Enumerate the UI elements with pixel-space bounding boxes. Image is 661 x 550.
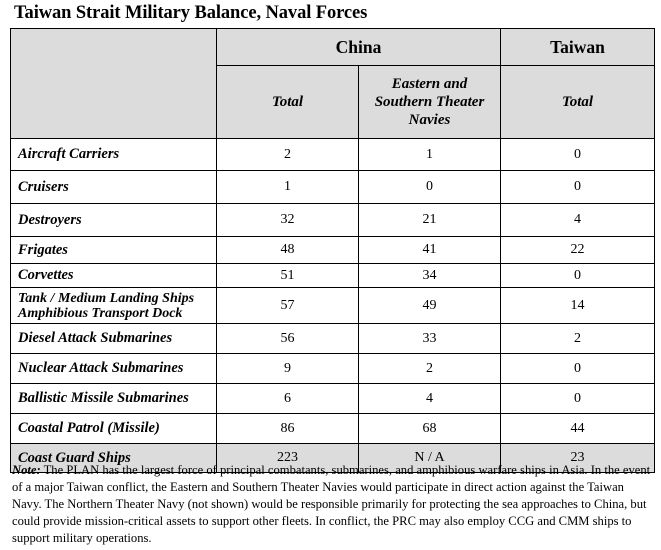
naval-balance-table: China Taiwan Total Eastern and Southern … <box>10 28 655 473</box>
cell-taiwan-total: 23 <box>500 443 655 473</box>
row-label: Diesel Attack Submarines <box>10 323 217 354</box>
cell-china-eastern-southern: 4 <box>358 383 501 414</box>
cell-china-total: 51 <box>216 263 359 288</box>
sub-header-line: Eastern and <box>391 76 468 92</box>
table-row: Coastal Patrol (Missile) 86 68 44 <box>10 413 655 444</box>
cell-china-eastern-southern: 34 <box>358 263 501 288</box>
row-label: Tank / Medium Landing Ships Amphibious T… <box>10 287 217 324</box>
row-label-line: Amphibious Transport Dock <box>18 305 183 321</box>
group-header-taiwan: Taiwan <box>500 28 655 66</box>
row-label: Destroyers <box>10 203 217 237</box>
cell-china-eastern-southern: 41 <box>358 236 501 264</box>
cell-china-total: 6 <box>216 383 359 414</box>
cell-china-eastern-southern: 1 <box>358 138 501 171</box>
sub-header-line: Southern Theater <box>374 94 485 110</box>
cell-taiwan-total: 22 <box>500 236 655 264</box>
table-row: Tank / Medium Landing Ships Amphibious T… <box>10 287 655 324</box>
table-title: Taiwan Strait Military Balance, Naval Fo… <box>14 3 368 23</box>
table-row: Ballistic Missile Submarines 6 4 0 <box>10 383 655 414</box>
table-row: Cruisers 1 0 0 <box>10 170 655 204</box>
cell-china-eastern-southern: 2 <box>358 353 501 384</box>
table-row: Diesel Attack Submarines 56 33 2 <box>10 323 655 354</box>
cell-taiwan-total: 0 <box>500 170 655 204</box>
table-row: Destroyers 32 21 4 <box>10 203 655 237</box>
sub-header-china-eastern-southern: Eastern and Southern Theater Navies <box>358 65 501 139</box>
cell-taiwan-total: 4 <box>500 203 655 237</box>
sub-header-line: Navies <box>408 112 451 128</box>
table-row: Frigates 48 41 22 <box>10 236 655 264</box>
row-label: Cruisers <box>10 170 217 204</box>
cell-china-total: 48 <box>216 236 359 264</box>
cell-china-eastern-southern: 21 <box>358 203 501 237</box>
table-row: Aircraft Carriers 2 1 0 <box>10 138 655 171</box>
header-corner-cell <box>10 28 217 139</box>
cell-taiwan-total: 0 <box>500 383 655 414</box>
cell-taiwan-total: 44 <box>500 413 655 444</box>
row-label: Corvettes <box>10 263 217 288</box>
cell-china-eastern-southern: 33 <box>358 323 501 354</box>
cell-china-eastern-southern: 0 <box>358 170 501 204</box>
sub-header-china-total: Total <box>216 65 359 139</box>
table-row: Corvettes 51 34 0 <box>10 263 655 288</box>
cell-taiwan-total: 0 <box>500 353 655 384</box>
table-row: Coast Guard Ships 223 N / A 23 <box>10 443 655 473</box>
row-label: Ballistic Missile Submarines <box>10 383 217 414</box>
table-note: Note: The PLAN has the largest force of … <box>12 462 654 547</box>
cell-china-eastern-southern: N / A <box>358 443 501 473</box>
note-text: The PLAN has the largest force of princi… <box>12 463 651 545</box>
cell-china-total: 56 <box>216 323 359 354</box>
cell-china-total: 32 <box>216 203 359 237</box>
cell-china-eastern-southern: 49 <box>358 287 501 324</box>
note-label: Note: <box>12 463 41 477</box>
cell-china-total: 2 <box>216 138 359 171</box>
row-label: Frigates <box>10 236 217 264</box>
cell-china-eastern-southern: 68 <box>358 413 501 444</box>
group-header-china: China <box>216 28 501 66</box>
row-label: Aircraft Carriers <box>10 138 217 171</box>
table-row: Nuclear Attack Submarines 9 2 0 <box>10 353 655 384</box>
row-label-line: Tank / Medium Landing Ships <box>18 290 195 306</box>
cell-taiwan-total: 2 <box>500 323 655 354</box>
sub-header-taiwan-total: Total <box>500 65 655 139</box>
row-label: Coast Guard Ships <box>10 443 217 473</box>
cell-china-total: 1 <box>216 170 359 204</box>
row-label: Nuclear Attack Submarines <box>10 353 217 384</box>
cell-china-total: 57 <box>216 287 359 324</box>
cell-taiwan-total: 0 <box>500 263 655 288</box>
row-label: Coastal Patrol (Missile) <box>10 413 217 444</box>
cell-china-total: 9 <box>216 353 359 384</box>
cell-china-total: 86 <box>216 413 359 444</box>
cell-taiwan-total: 0 <box>500 138 655 171</box>
cell-taiwan-total: 14 <box>500 287 655 324</box>
